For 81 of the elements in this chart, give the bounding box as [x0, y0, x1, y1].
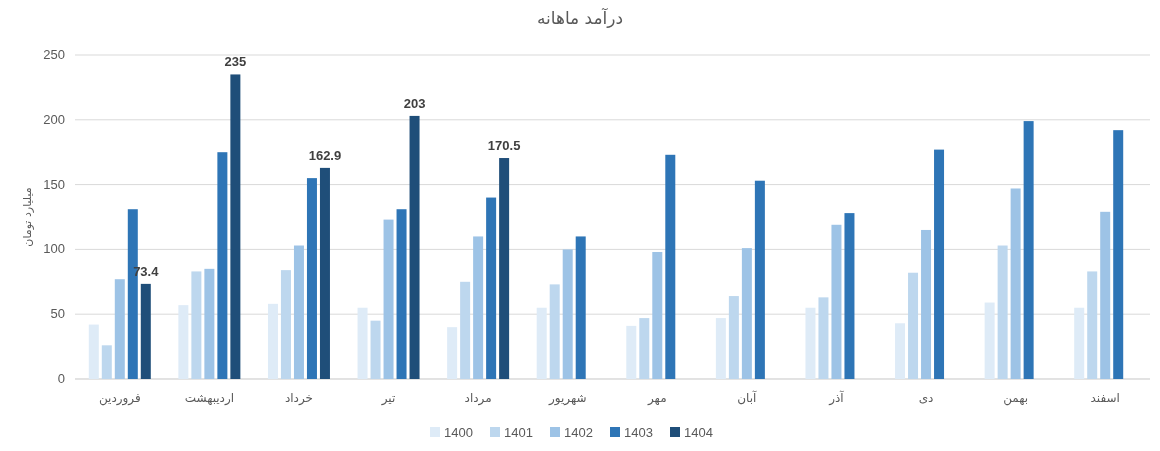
- bar: [204, 268, 215, 379]
- bar: [1010, 188, 1021, 379]
- bar: [652, 251, 663, 379]
- x-tick-label: مرداد: [464, 391, 492, 406]
- bar: [101, 345, 112, 379]
- bar: [895, 323, 906, 379]
- bar: [728, 296, 739, 379]
- bar: [396, 209, 407, 379]
- bar: [178, 305, 189, 379]
- bar: [536, 307, 547, 379]
- x-tick-label: آبان: [737, 390, 758, 405]
- bar: [805, 307, 816, 379]
- legend-label: 1400: [444, 425, 473, 440]
- bar: [997, 245, 1008, 379]
- legend-label: 1404: [684, 425, 713, 440]
- bar: [1087, 271, 1098, 379]
- x-tick-label: فروردین: [98, 391, 141, 406]
- y-tick-label: 0: [57, 371, 65, 386]
- bar: [499, 158, 510, 379]
- bar: [1074, 307, 1085, 379]
- bar: [741, 248, 752, 379]
- data-label: 162.9: [308, 147, 342, 163]
- y-tick-label: 200: [43, 111, 65, 127]
- bar: [1100, 211, 1111, 379]
- bar: [267, 303, 278, 379]
- y-tick-label: 100: [43, 241, 65, 257]
- x-tick-label: شهریور: [547, 391, 587, 406]
- bar: [191, 271, 202, 379]
- x-tick-label: تیر: [380, 391, 396, 406]
- x-tick-label: مهر: [646, 391, 667, 406]
- y-tick-label: 50: [50, 306, 65, 322]
- bar: [383, 219, 394, 379]
- bar: [549, 284, 560, 379]
- bar: [473, 236, 484, 379]
- bar: [715, 318, 726, 379]
- bar: [818, 297, 829, 379]
- bar: [754, 180, 765, 379]
- bar: [114, 279, 125, 379]
- legend-label: 1401: [504, 425, 533, 440]
- bar: [575, 236, 586, 379]
- x-tick-label: اسفند: [1090, 391, 1120, 405]
- x-tick-label: دی: [918, 391, 934, 405]
- bar: [844, 213, 855, 379]
- bar: [217, 152, 228, 379]
- x-tick-label: بهمن: [1003, 391, 1029, 406]
- bar: [140, 283, 151, 379]
- bar: [626, 325, 637, 379]
- bar: [409, 115, 420, 379]
- chart-title: درآمد ماهانه: [536, 7, 624, 28]
- legend-label: 1403: [624, 425, 653, 440]
- bar: [908, 272, 919, 379]
- bar: [984, 302, 995, 379]
- bar: [639, 318, 650, 379]
- bar: [306, 178, 317, 379]
- bar: [486, 197, 497, 379]
- bar: [230, 74, 241, 379]
- legend-label: 1402: [564, 425, 593, 440]
- y-tick-label: 150: [43, 176, 65, 192]
- bar: [934, 149, 945, 379]
- x-tick-label: آذر: [828, 390, 845, 406]
- y-tick-label: 250: [43, 47, 65, 62]
- bar: [460, 281, 471, 379]
- bar: [921, 229, 932, 379]
- bar: [319, 167, 330, 379]
- bar: [1113, 130, 1124, 379]
- y-axis-title: میلیارد تومان: [21, 187, 34, 247]
- x-tick-label: اردیبهشت: [184, 391, 235, 406]
- bar: [293, 245, 304, 379]
- bar: [562, 249, 573, 379]
- bar: [831, 224, 842, 379]
- x-tick-label: خرداد: [284, 391, 313, 406]
- bar: [280, 270, 291, 379]
- bar: [357, 307, 368, 379]
- bar: [447, 327, 458, 379]
- data-label: 203: [403, 95, 426, 111]
- bar: [370, 320, 381, 379]
- bar: [665, 154, 676, 379]
- data-label: 170.5: [487, 138, 521, 154]
- data-label: 235: [224, 54, 247, 70]
- bar: [88, 324, 99, 379]
- bar: [1023, 121, 1034, 379]
